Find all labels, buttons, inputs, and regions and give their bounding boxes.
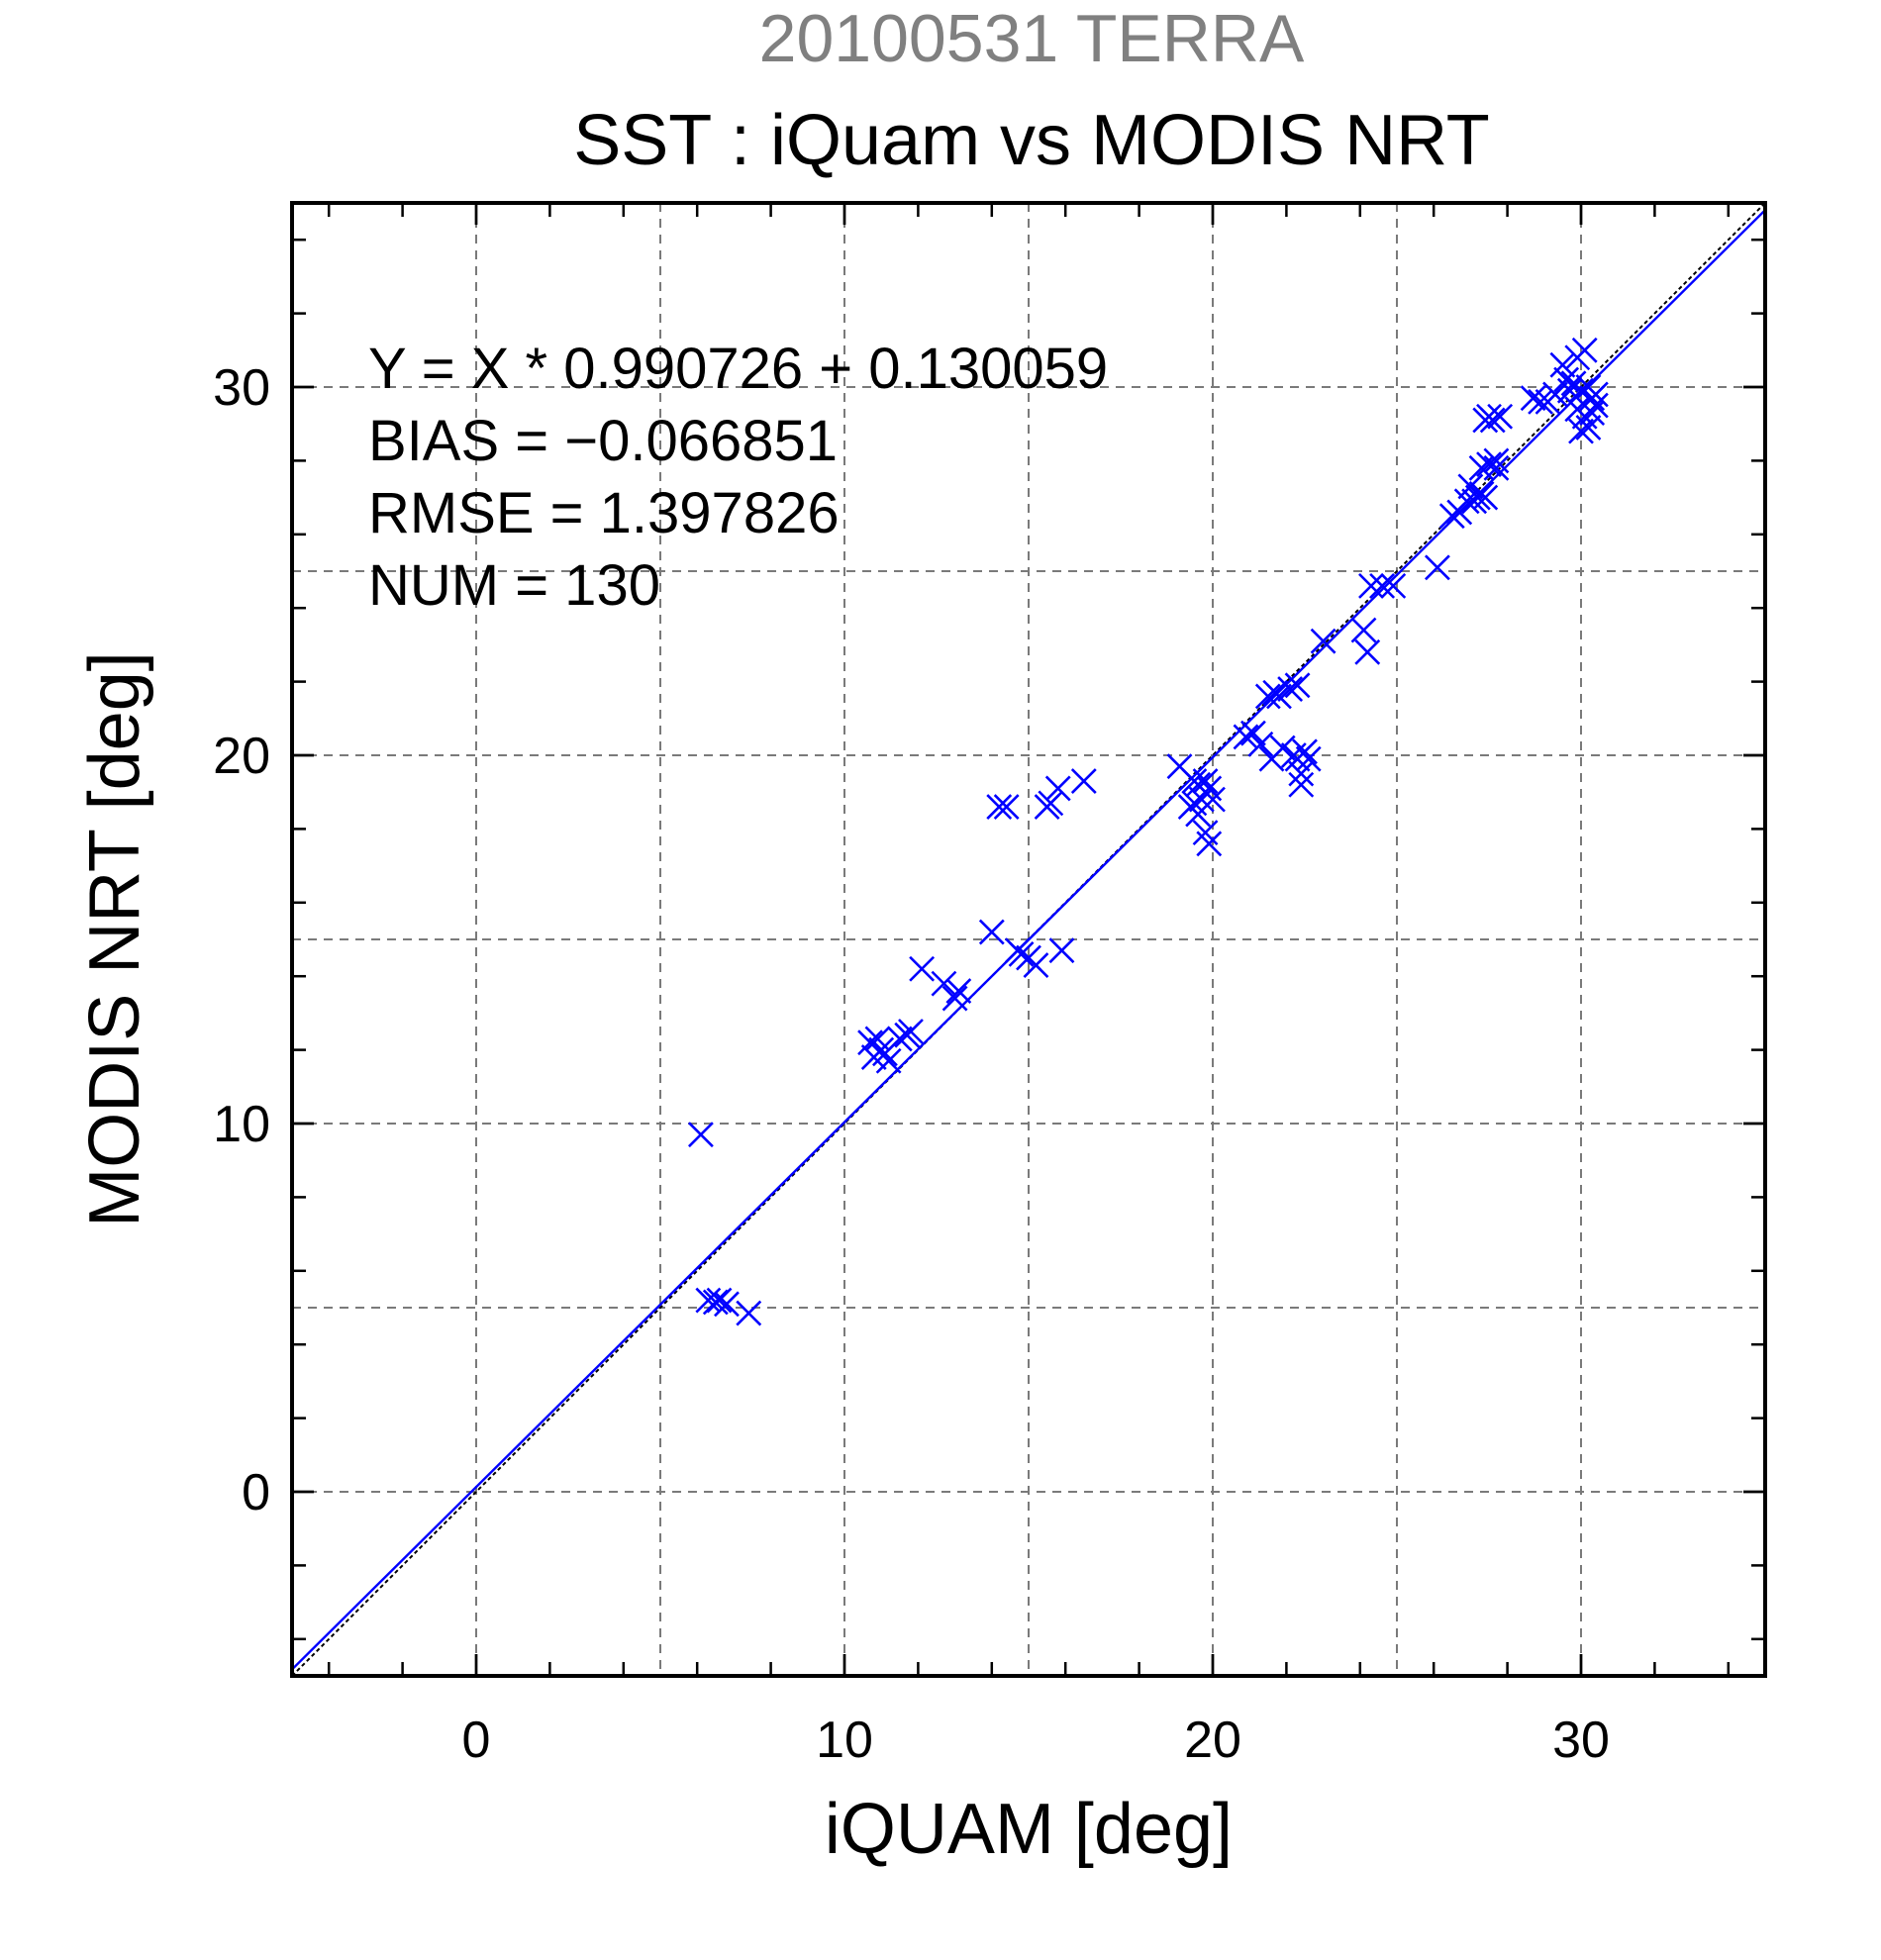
data-point xyxy=(945,978,972,1004)
data-point xyxy=(1240,720,1266,746)
data-point xyxy=(702,1289,729,1316)
data-point xyxy=(1354,638,1381,665)
data-point xyxy=(1483,454,1510,481)
grid-lines xyxy=(292,203,1765,1676)
data-point xyxy=(909,955,936,982)
data-point xyxy=(1288,771,1315,798)
data-point xyxy=(941,985,968,1012)
data-point xyxy=(706,1287,733,1314)
x-tick-label: 30 xyxy=(1552,1712,1610,1769)
data-point xyxy=(1358,572,1384,599)
data-point xyxy=(978,919,1005,945)
data-point xyxy=(1070,768,1097,794)
data-point xyxy=(1446,499,1473,526)
data-point xyxy=(1472,484,1499,511)
data-point xyxy=(1483,447,1510,474)
data-point xyxy=(1479,407,1506,434)
data-point xyxy=(1008,940,1035,967)
data-point xyxy=(1292,738,1318,765)
data-point xyxy=(875,1047,902,1074)
data-point xyxy=(1582,381,1609,408)
data-point xyxy=(986,794,1013,820)
x-tick-label: 0 xyxy=(462,1712,491,1769)
data-point xyxy=(1568,418,1594,444)
y-tick-label: 10 xyxy=(213,1096,270,1153)
y-tick-label: 30 xyxy=(213,359,270,417)
data-point xyxy=(1295,745,1322,772)
chart-supertitle: 20100531 TERRA xyxy=(759,1,1305,76)
stat-bias: BIAS = −0.066851 xyxy=(368,409,838,473)
data-point xyxy=(1196,831,1223,857)
data-point xyxy=(1487,403,1514,430)
data-point xyxy=(898,1019,924,1044)
data-point xyxy=(886,1026,913,1052)
data-point xyxy=(736,1300,762,1326)
y-tick-label: 0 xyxy=(242,1464,270,1521)
data-point xyxy=(1192,768,1219,794)
axis-ticks xyxy=(292,203,1765,1676)
data-point xyxy=(1571,337,1598,363)
x-tick-label: 20 xyxy=(1184,1712,1241,1769)
chart-title: SST : iQuam vs MODIS NRT xyxy=(573,101,1490,180)
data-point xyxy=(993,794,1020,820)
data-point xyxy=(1247,731,1274,757)
data-point xyxy=(1288,760,1315,787)
x-axis-label: iQUAM [deg] xyxy=(825,1790,1233,1869)
y-axis-label: MODIS NRT [deg] xyxy=(75,651,154,1227)
data-point xyxy=(714,1291,740,1318)
y-tick-label: 20 xyxy=(213,728,270,785)
data-point xyxy=(688,1122,714,1148)
x-tick-labels: 0 10 20 30 xyxy=(462,1712,1610,1769)
data-point xyxy=(1380,572,1407,599)
data-point xyxy=(1575,415,1602,441)
data-point xyxy=(1476,451,1502,478)
data-point xyxy=(1048,937,1075,964)
data-point xyxy=(1369,572,1396,599)
data-point xyxy=(1582,392,1609,419)
data-point xyxy=(931,970,957,997)
stats-box: Y = X * 0.990726 + 0.130059 BIAS = −0.06… xyxy=(368,337,1108,618)
data-point xyxy=(1310,628,1336,654)
plot-frame xyxy=(290,201,1767,1678)
stat-fit-equation: Y = X * 0.990726 + 0.130059 xyxy=(368,337,1108,401)
data-point xyxy=(1542,381,1568,408)
data-point xyxy=(1520,385,1546,412)
x-tick-label: 10 xyxy=(816,1712,873,1769)
data-point xyxy=(1044,775,1071,802)
data-point xyxy=(1425,554,1450,581)
stat-num: NUM = 130 xyxy=(368,553,660,618)
data-point xyxy=(1200,786,1226,813)
data-point xyxy=(1549,351,1576,378)
data-point xyxy=(1284,672,1311,699)
data-point xyxy=(1038,790,1064,817)
data-point xyxy=(1350,617,1377,643)
data-point xyxy=(1528,388,1553,415)
data-point xyxy=(1233,724,1259,750)
data-point xyxy=(1023,952,1049,978)
stat-rmse: RMSE = 1.397826 xyxy=(368,481,840,545)
data-point xyxy=(1457,473,1484,500)
data-point xyxy=(1254,683,1281,710)
data-point xyxy=(1269,735,1296,761)
data-points xyxy=(688,337,1609,1326)
y-tick-labels: 0 10 20 30 xyxy=(213,359,270,1521)
data-point xyxy=(1266,683,1292,710)
data-point xyxy=(1277,676,1304,702)
